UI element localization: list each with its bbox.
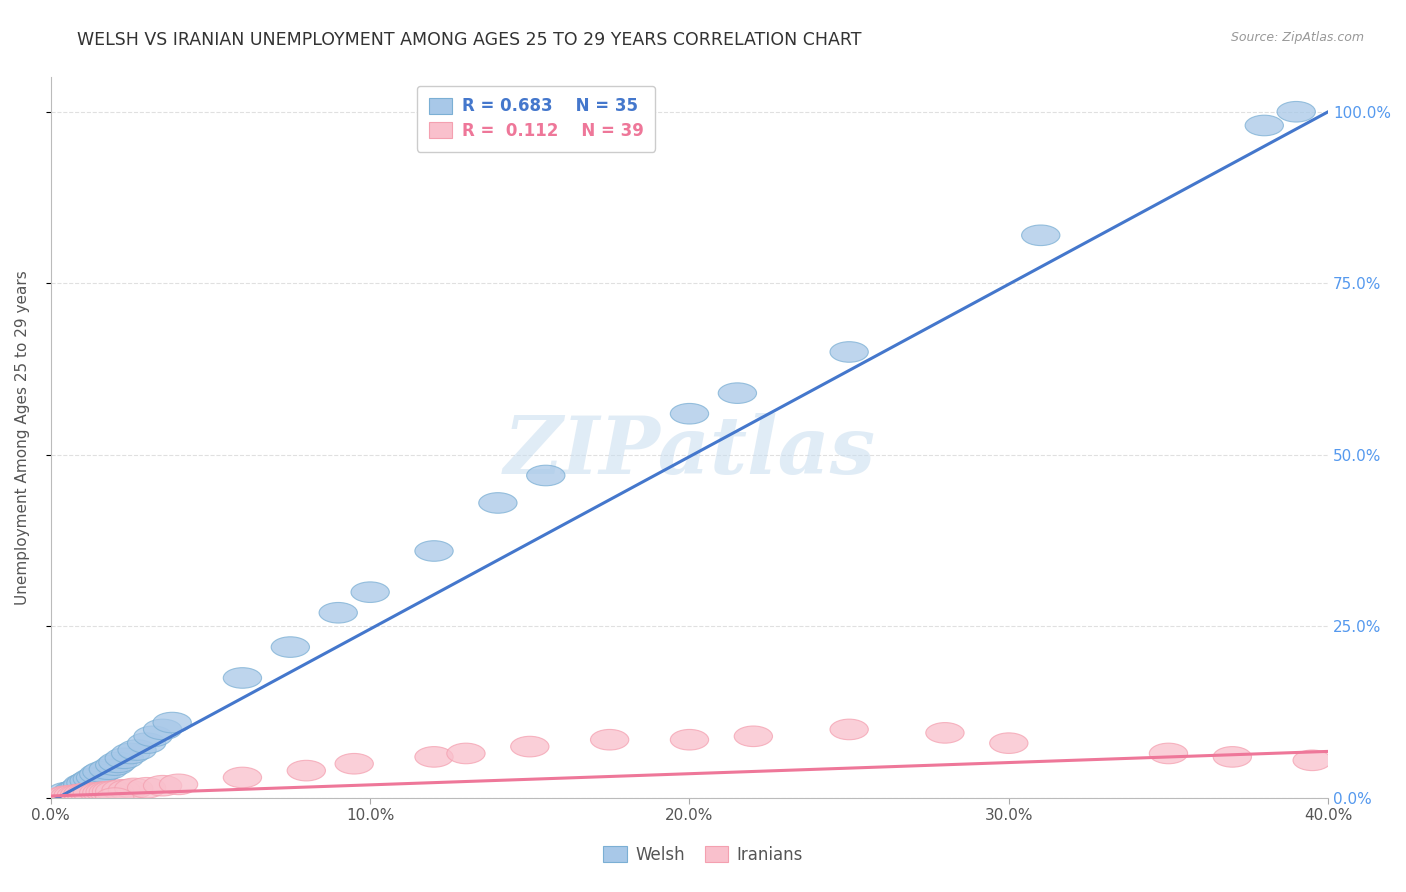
Ellipse shape (134, 726, 172, 747)
Ellipse shape (48, 786, 86, 806)
Ellipse shape (108, 780, 146, 800)
Ellipse shape (527, 466, 565, 486)
Ellipse shape (718, 383, 756, 403)
Ellipse shape (925, 723, 965, 743)
Ellipse shape (352, 582, 389, 602)
Ellipse shape (1277, 102, 1316, 122)
Ellipse shape (53, 785, 93, 805)
Legend: Welsh, Iranians: Welsh, Iranians (596, 839, 810, 871)
Ellipse shape (224, 668, 262, 689)
Ellipse shape (159, 774, 198, 795)
Ellipse shape (115, 778, 153, 798)
Ellipse shape (271, 637, 309, 657)
Ellipse shape (830, 719, 869, 739)
Ellipse shape (671, 403, 709, 424)
Ellipse shape (60, 784, 98, 805)
Ellipse shape (101, 780, 141, 800)
Ellipse shape (73, 783, 111, 804)
Ellipse shape (63, 784, 101, 805)
Ellipse shape (118, 739, 156, 760)
Ellipse shape (58, 780, 96, 800)
Ellipse shape (89, 759, 128, 780)
Ellipse shape (96, 788, 134, 808)
Ellipse shape (76, 767, 115, 788)
Ellipse shape (80, 782, 118, 803)
Text: WELSH VS IRANIAN UNEMPLOYMENT AMONG AGES 25 TO 29 YEARS CORRELATION CHART: WELSH VS IRANIAN UNEMPLOYMENT AMONG AGES… (77, 31, 862, 49)
Ellipse shape (51, 786, 89, 806)
Ellipse shape (80, 764, 118, 784)
Ellipse shape (93, 780, 131, 802)
Ellipse shape (287, 760, 325, 780)
Ellipse shape (67, 772, 105, 793)
Legend: R = 0.683    N = 35, R =  0.112    N = 39: R = 0.683 N = 35, R = 0.112 N = 39 (418, 86, 655, 152)
Ellipse shape (319, 602, 357, 623)
Ellipse shape (591, 730, 628, 750)
Ellipse shape (111, 743, 150, 764)
Ellipse shape (67, 784, 105, 805)
Ellipse shape (510, 736, 548, 757)
Ellipse shape (48, 782, 86, 803)
Ellipse shape (60, 778, 98, 798)
Ellipse shape (830, 342, 869, 362)
Ellipse shape (478, 492, 517, 513)
Ellipse shape (45, 787, 83, 807)
Ellipse shape (63, 775, 101, 796)
Ellipse shape (990, 733, 1028, 754)
Ellipse shape (53, 780, 93, 802)
Ellipse shape (1294, 750, 1331, 771)
Ellipse shape (1022, 225, 1060, 245)
Ellipse shape (128, 778, 166, 798)
Ellipse shape (671, 730, 709, 750)
Text: ZIPatlas: ZIPatlas (503, 413, 876, 491)
Ellipse shape (153, 713, 191, 733)
Ellipse shape (70, 771, 108, 791)
Ellipse shape (1213, 747, 1251, 767)
Ellipse shape (89, 781, 128, 802)
Ellipse shape (128, 733, 166, 754)
Ellipse shape (70, 783, 108, 804)
Y-axis label: Unemployment Among Ages 25 to 29 years: Unemployment Among Ages 25 to 29 years (15, 270, 30, 605)
Ellipse shape (96, 755, 134, 775)
Ellipse shape (63, 774, 101, 795)
Ellipse shape (447, 743, 485, 764)
Ellipse shape (96, 780, 134, 802)
Ellipse shape (73, 769, 111, 789)
Ellipse shape (105, 748, 143, 769)
Ellipse shape (143, 719, 181, 739)
Ellipse shape (83, 782, 121, 803)
Ellipse shape (1246, 115, 1284, 136)
Ellipse shape (86, 781, 124, 802)
Ellipse shape (335, 754, 374, 774)
Ellipse shape (63, 784, 101, 805)
Ellipse shape (143, 775, 181, 796)
Ellipse shape (58, 785, 96, 805)
Ellipse shape (224, 767, 262, 788)
Text: Source: ZipAtlas.com: Source: ZipAtlas.com (1230, 31, 1364, 45)
Ellipse shape (98, 752, 136, 772)
Ellipse shape (415, 747, 453, 767)
Ellipse shape (83, 762, 121, 782)
Ellipse shape (415, 541, 453, 561)
Ellipse shape (1149, 743, 1188, 764)
Ellipse shape (734, 726, 772, 747)
